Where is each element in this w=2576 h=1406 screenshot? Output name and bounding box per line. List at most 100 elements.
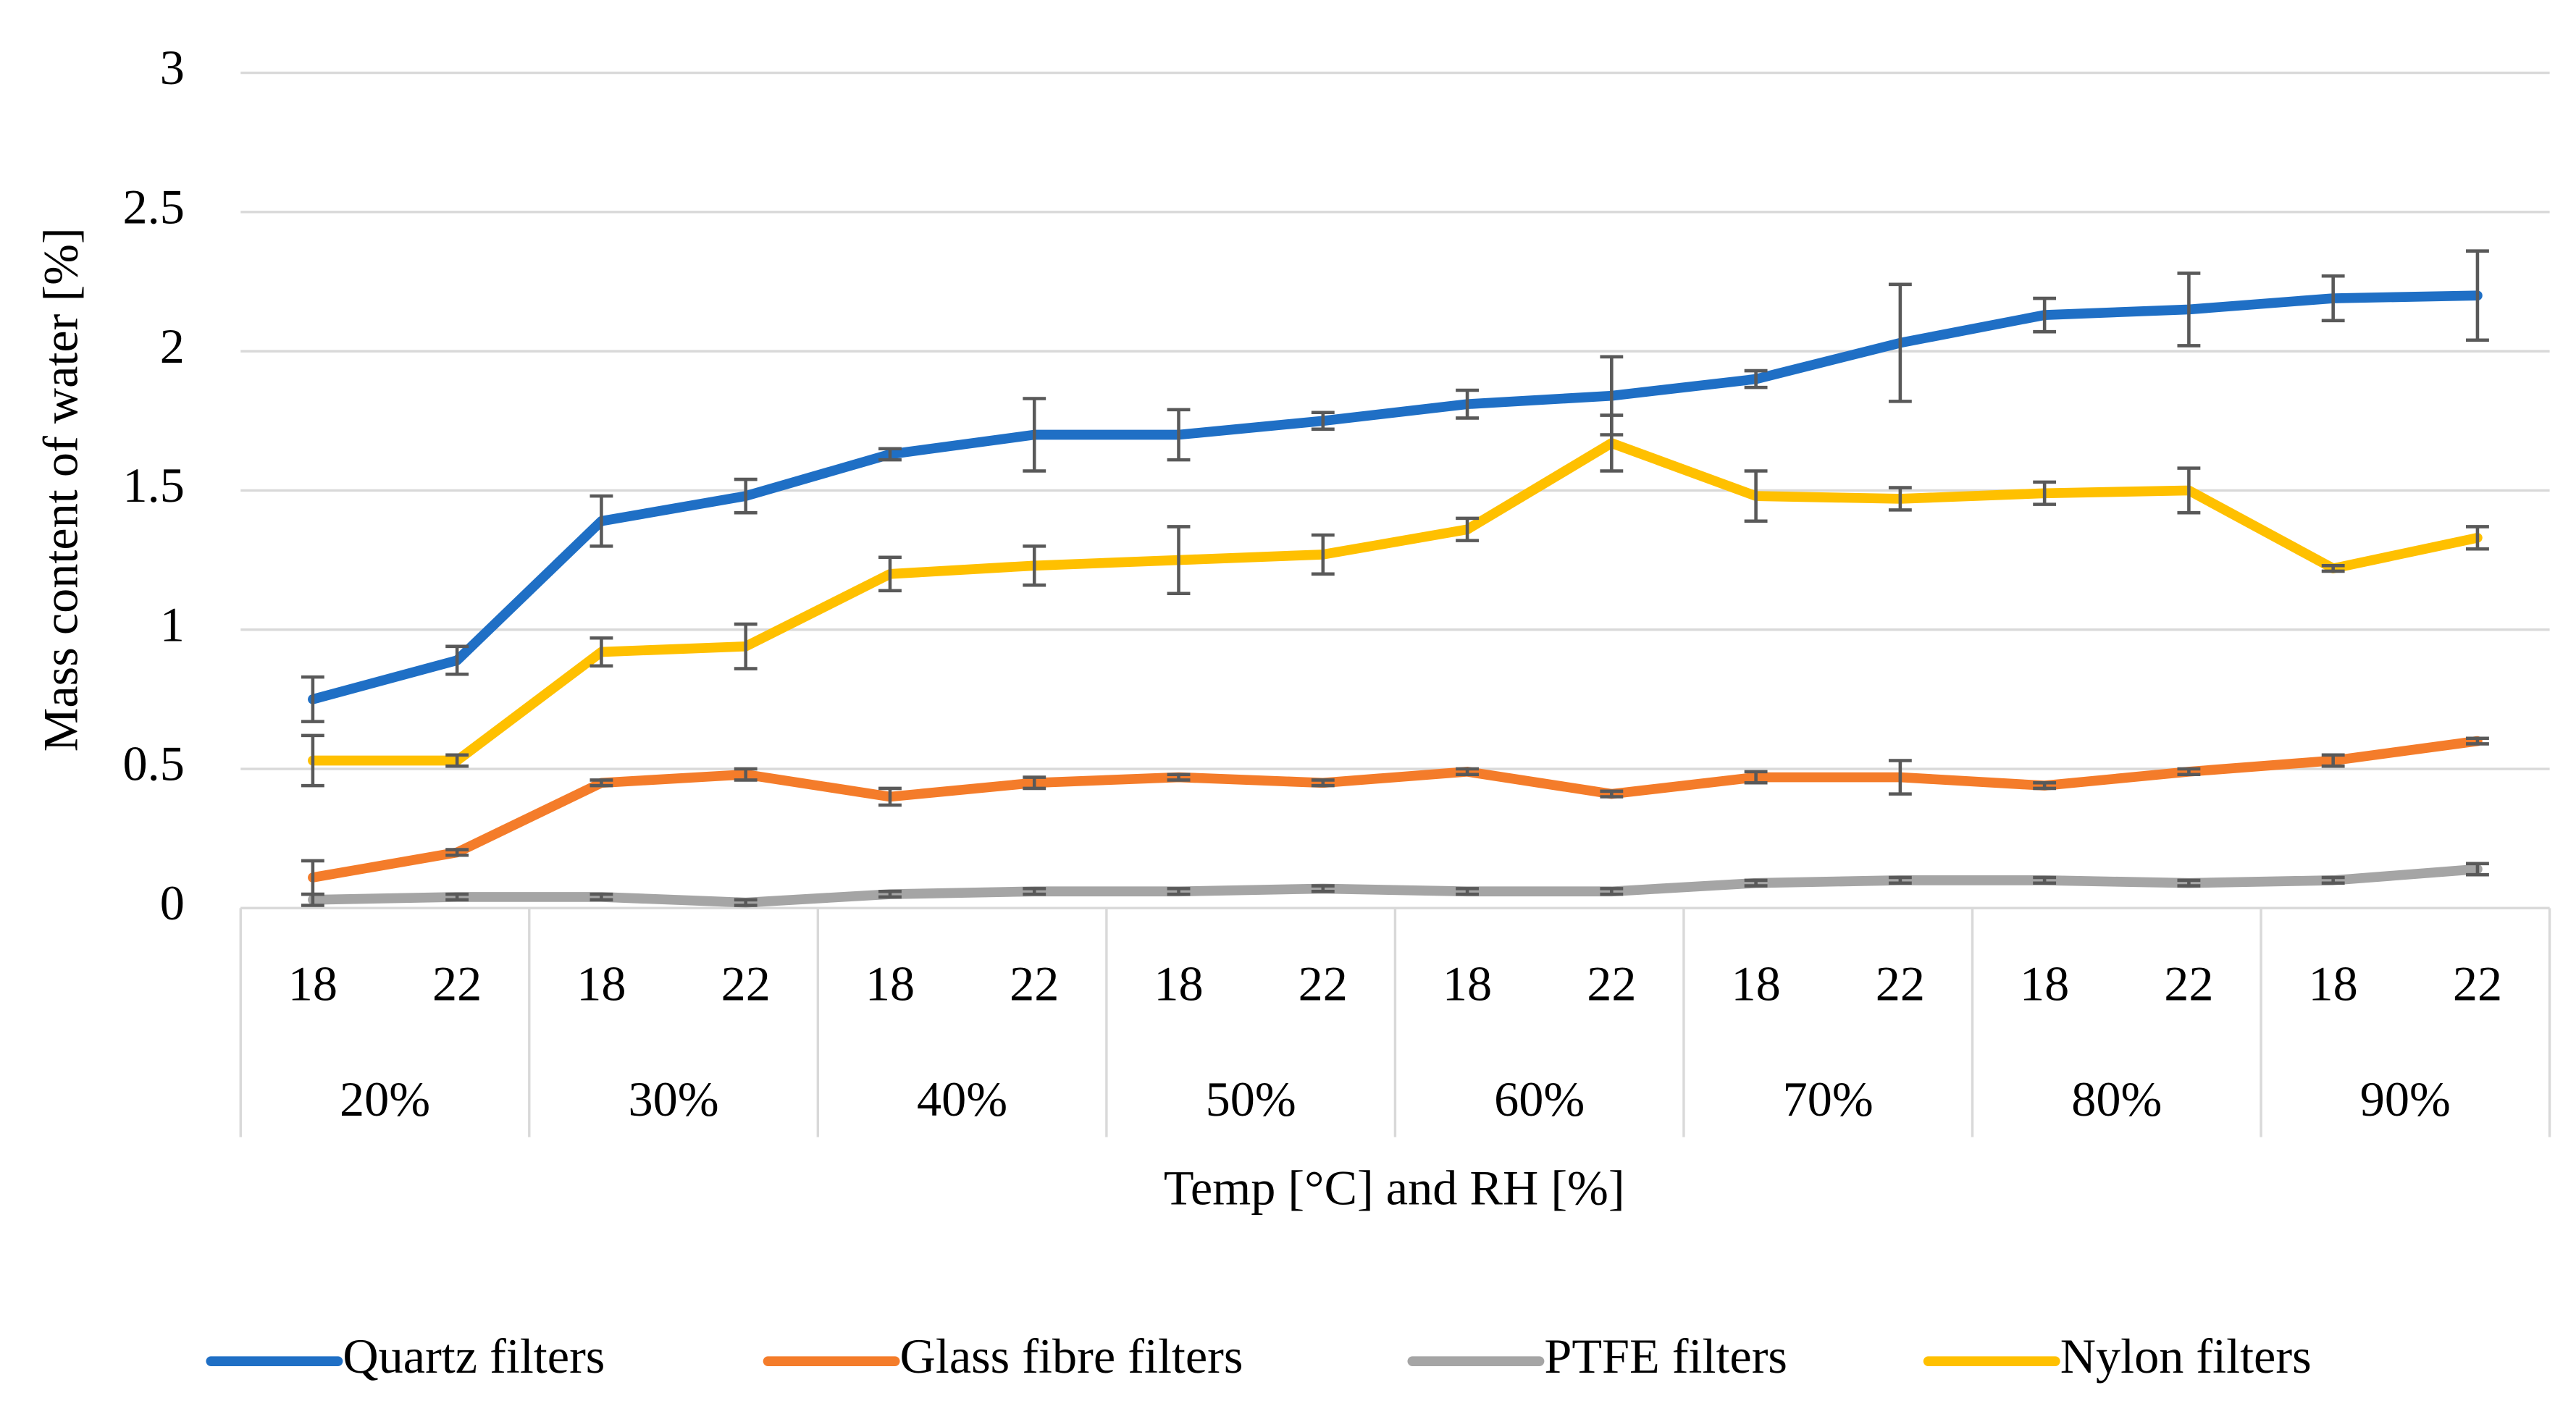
x-tick-label: 22 [1876,956,1925,1011]
error-bar [734,767,758,782]
error-bar [2177,767,2201,776]
error-bar [1456,388,1479,420]
error-bar [1167,887,1191,896]
y-tick-label: 2 [160,319,185,374]
x-tick-label: 22 [1587,956,1636,1011]
y-tick-label: 1 [160,597,185,652]
legend-label: PTFE filters [1544,1329,1787,1384]
error-bar [734,477,758,515]
y-axis-title: Mass content of water [%] [33,227,88,752]
error-bar [2033,296,2057,334]
error-bar [301,892,324,907]
x-tick-label: 18 [2020,956,2069,1011]
error-bar [1744,770,1768,785]
y-tick-label: 3 [160,40,185,95]
error-bar [2466,862,2489,877]
x-tick-label: 18 [2309,956,2358,1011]
error-bar [734,622,758,670]
error-bar [590,636,613,668]
error-bar [1167,408,1191,462]
error-bar [590,778,613,788]
error-bar [445,753,469,768]
series-line [308,438,2483,766]
group-label: 80% [2071,1072,2162,1127]
y-tick-label: 0 [160,875,185,930]
x-tick-label: 22 [721,956,771,1011]
error-bar [2321,563,2345,573]
error-bar [878,786,902,807]
error-bar [1311,778,1335,788]
x-tick-label: 22 [1010,956,1059,1011]
error-bar [445,892,469,902]
error-bar [1311,411,1335,432]
error-bar [1600,413,1624,473]
legend-label: Nylon filters [2060,1329,2312,1384]
error-bar [1311,884,1335,893]
x-tick-label: 18 [865,956,915,1011]
error-bar [301,675,324,723]
x-tick-label: 18 [1731,956,1780,1011]
error-bar [2033,780,2057,791]
error-bar [2321,274,2345,323]
error-bar [1167,525,1191,596]
error-bar [1023,544,1046,587]
legend-label: Quartz filters [343,1329,605,1384]
x-tick-label: 18 [288,956,337,1011]
error-bar [301,733,324,788]
error-bar [2177,271,2201,348]
error-bar [2177,878,2201,888]
error-bar [590,494,613,548]
series-line [308,290,2483,704]
error-bar [2033,480,2057,506]
x-tick-label: 18 [576,956,626,1011]
error-bar [590,892,613,902]
error-bar [1023,887,1046,896]
x-tick-label: 22 [2453,956,2502,1011]
error-bar [2321,875,2345,885]
x-axis-title: Temp [°C] and RH [%] [1164,1161,1625,1216]
error-bar [1888,875,1912,885]
y-tick-label: 2.5 [123,179,185,234]
error-bar [1744,469,1768,523]
error-bar [1023,397,1046,473]
legend-label: Glass fibre filters [900,1329,1243,1384]
error-bar [2033,875,2057,885]
error-bar [1456,767,1479,776]
error-bar [1600,887,1624,896]
x-tick-label: 18 [1443,956,1492,1011]
error-bar [1744,369,1768,390]
error-bar [2466,525,2489,551]
error-bar [1023,775,1046,791]
error-bar [1167,773,1191,782]
y-tick-label: 0.5 [123,736,185,791]
series-line [308,736,2483,883]
error-bar [1456,516,1479,542]
x-tick-label: 22 [1299,956,1348,1011]
y-tick-label: 1.5 [123,458,185,513]
error-bar [1456,887,1479,896]
error-bar [1888,759,1912,796]
group-label: 30% [629,1072,719,1127]
group-label: 70% [1783,1072,1874,1127]
error-bar [878,555,902,593]
group-label: 40% [917,1072,1007,1127]
error-bar [878,447,902,462]
error-bar [878,889,902,899]
group-label: 60% [1494,1072,1585,1127]
group-label: 50% [1206,1072,1296,1127]
error-bar [2466,736,2489,746]
error-bar [1600,789,1624,799]
error-bar [734,898,758,907]
error-bar [445,644,469,676]
error-bar [2177,466,2201,515]
error-bar [1744,878,1768,888]
x-tick-label: 22 [432,956,482,1011]
group-label: 20% [340,1072,430,1127]
error-bar [1888,282,1912,403]
error-bar [1311,533,1335,576]
series-line [308,864,2483,908]
error-bar [2321,753,2345,768]
error-bar [2466,249,2489,342]
